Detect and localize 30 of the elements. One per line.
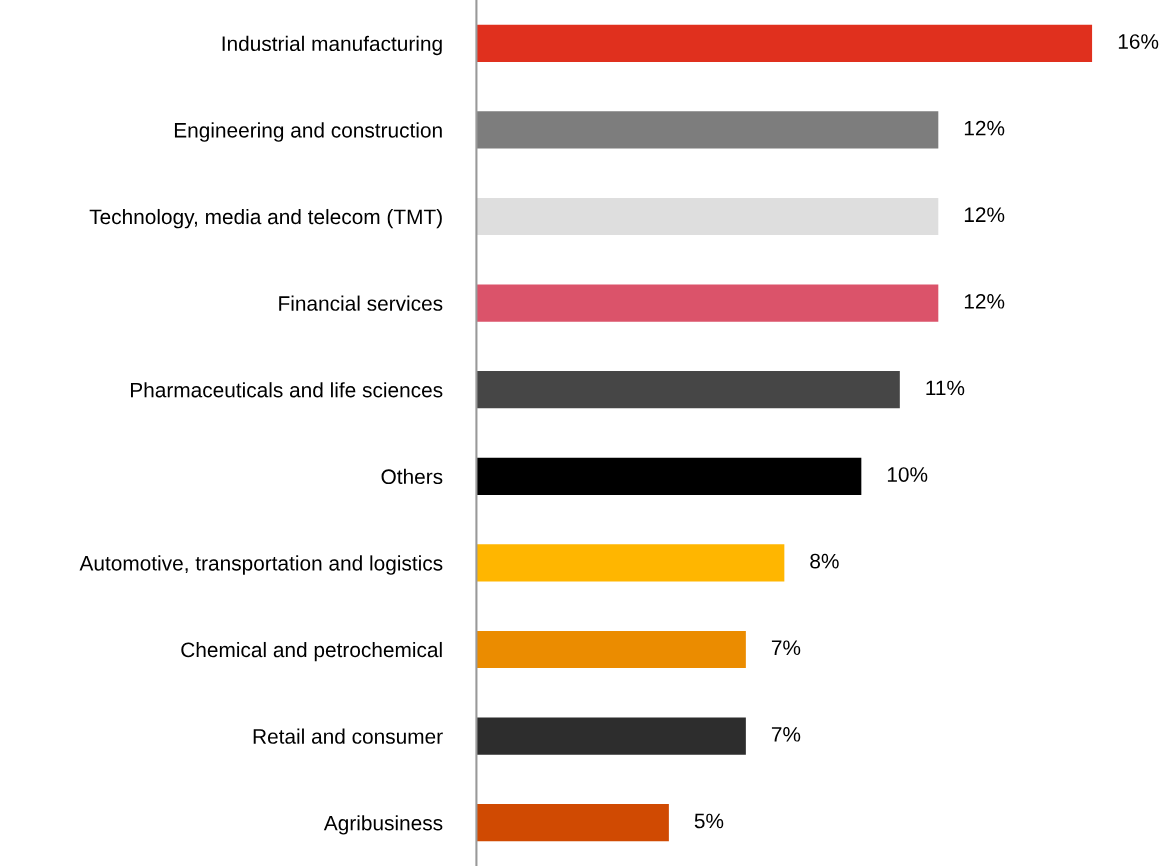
- bar: [476, 284, 939, 322]
- bar: [476, 717, 746, 755]
- bar: [476, 630, 746, 669]
- bar: [476, 197, 939, 236]
- data-label: 12%: [964, 207, 1005, 223]
- bar: [476, 804, 669, 842]
- data-label: 7%: [771, 640, 801, 656]
- data-label: 7%: [771, 727, 801, 742]
- y-tick-label: Industrial manufacturing: [222, 35, 442, 56]
- data-label: 5%: [694, 813, 724, 829]
- bar: [476, 457, 862, 495]
- bar: [476, 111, 939, 149]
- data-label: 16%: [1118, 34, 1159, 49]
- data-label: 12%: [964, 120, 1005, 136]
- data-label: 12%: [964, 293, 1005, 309]
- y-tick-label: Others: [381, 468, 443, 485]
- y-tick-label: Retail and consumer: [253, 728, 443, 744]
- data-label: 8%: [810, 553, 839, 569]
- y-tick-label: Financial services: [279, 295, 443, 311]
- y-tick-label: Automotive, transportation and logistics: [79, 555, 443, 575]
- y-tick-label: Technology, media and telecom (TMT): [89, 208, 442, 229]
- bar: [476, 544, 785, 582]
- data-label: 11%: [926, 380, 965, 396]
- y-tick-label: Pharmaceuticals and life sciences: [131, 382, 443, 398]
- bar: [476, 24, 1093, 62]
- y-tick-label: Agribusiness: [323, 815, 443, 835]
- y-tick-label: Engineering and construction: [174, 122, 442, 142]
- bar: [476, 371, 900, 409]
- data-label: 10%: [887, 467, 928, 482]
- y-tick-label: Chemical and petrochemical: [181, 641, 442, 662]
